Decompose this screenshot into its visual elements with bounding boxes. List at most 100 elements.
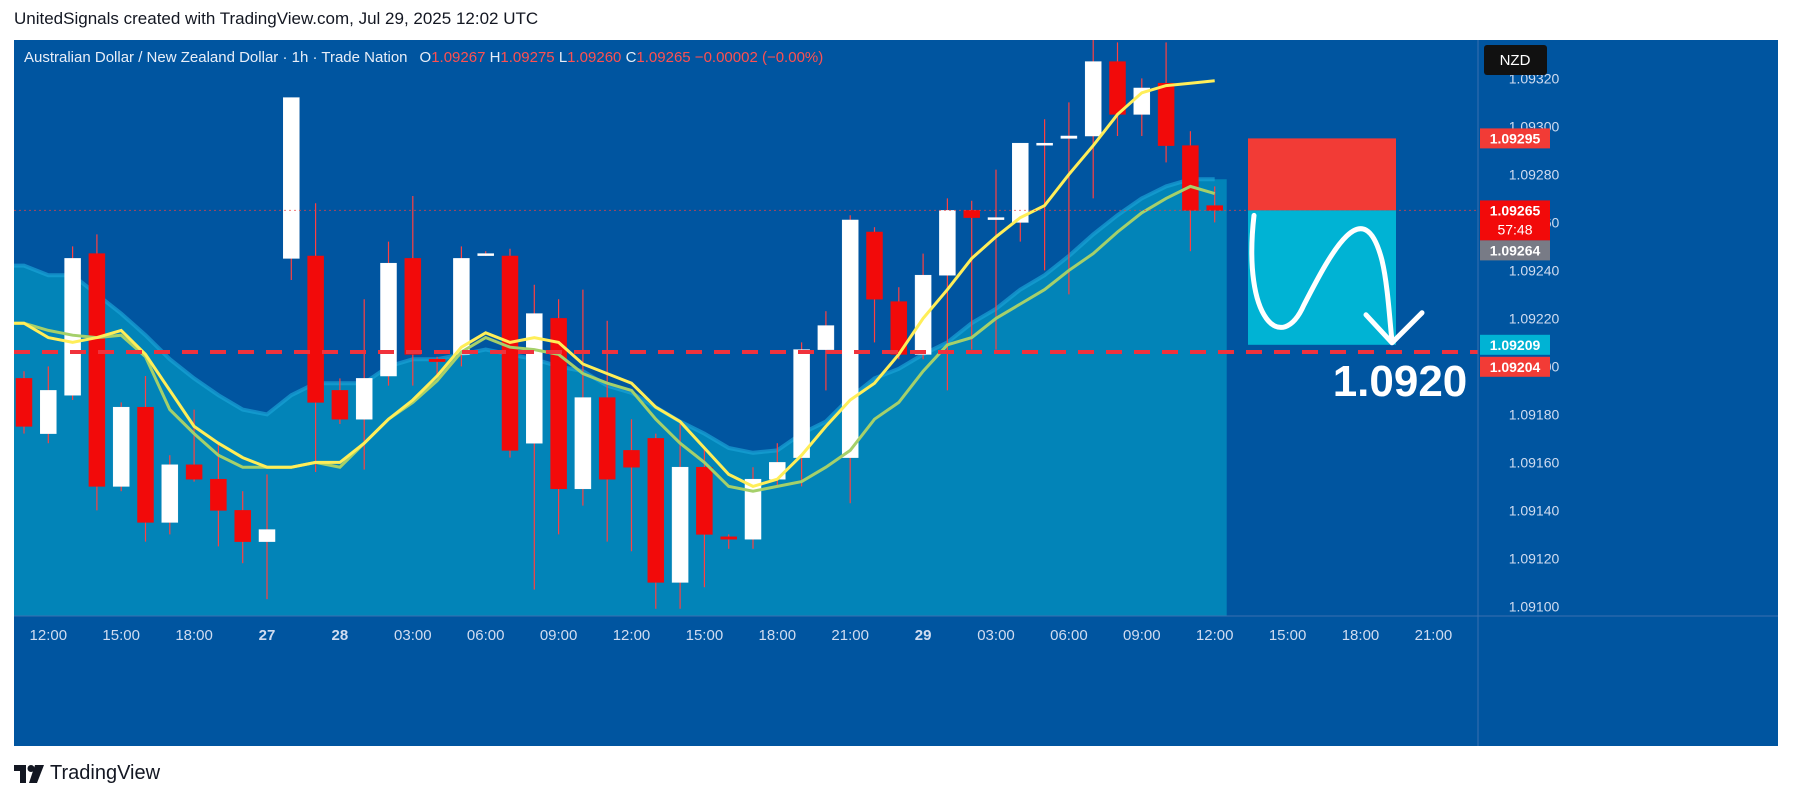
candle[interactable] (574, 289, 592, 506)
currency-button[interactable]: NZD (1484, 45, 1547, 75)
candle[interactable] (380, 241, 397, 386)
candle[interactable] (623, 419, 640, 552)
level-price-label-text: 1.09204 (1490, 359, 1541, 375)
ohlc-part: 1.09265 (636, 49, 690, 66)
target-price-label-bg (1480, 334, 1550, 355)
candle-body-down (647, 438, 665, 583)
candle[interactable] (331, 378, 349, 424)
chart-credit-header: UnitedSignals created with TradingView.c… (14, 9, 539, 28)
candle[interactable] (283, 97, 300, 280)
candle[interactable] (258, 474, 276, 600)
candle-body-up (793, 349, 810, 458)
candle[interactable] (793, 342, 810, 487)
footer-brand: TradingView (50, 762, 161, 784)
candle-body-down (234, 510, 251, 542)
level-price-label[interactable]: 1.09204 (1480, 356, 1550, 377)
candle[interactable] (1060, 102, 1078, 295)
candle-body-down (963, 210, 980, 218)
time-tick-label: 18:00 (175, 627, 213, 644)
candle[interactable] (88, 234, 106, 511)
candle-body-down (866, 231, 883, 300)
price-tick-label: 1.09220 (1509, 310, 1560, 326)
time-tick-label: 18:00 (759, 627, 797, 644)
candle-body-up (1012, 142, 1029, 223)
candle[interactable] (744, 467, 762, 549)
projection-path (1249, 212, 1395, 344)
ma-price-label-text: 1.09264 (1490, 242, 1541, 258)
candle-body-up (744, 478, 762, 540)
ohlc-part: 1.09275 (500, 49, 554, 66)
candle[interactable] (550, 299, 567, 535)
candle-body-up (841, 219, 859, 458)
candle-body-down (185, 464, 203, 480)
tradingview-logo-icon (14, 764, 44, 783)
time-tick-label: 18:00 (1342, 627, 1380, 644)
ohlc-part: O (420, 49, 432, 66)
slow-moving-average-line (14, 184, 1216, 493)
candle-body-up (914, 274, 932, 355)
current-price-label[interactable]: 1.09265 (1480, 200, 1550, 241)
candle[interactable] (1036, 119, 1053, 271)
currency-label: NZD (1500, 52, 1531, 69)
target-price-label[interactable]: 1.09209 (1480, 334, 1550, 355)
candle-body-down (137, 406, 154, 523)
time-tick-label: 21:00 (1415, 627, 1453, 644)
candle[interactable] (963, 200, 980, 350)
symbol-title: Australian Dollar / New Zealand Dollar ·… (24, 49, 408, 66)
candle[interactable] (161, 455, 179, 535)
candle[interactable] (939, 198, 956, 391)
tradingview-logo[interactable]: TradingView (14, 762, 160, 785)
time-tick-label: 03:00 (394, 627, 432, 644)
candle[interactable] (1084, 18, 1102, 199)
candle[interactable] (307, 203, 324, 472)
candle[interactable] (210, 443, 227, 547)
candle[interactable] (671, 424, 689, 609)
ma-price-label[interactable]: 1.09264 (1480, 240, 1550, 261)
candle-body-down (88, 253, 106, 487)
candle[interactable] (234, 491, 251, 564)
bar-countdown-label: 57:48 (1497, 221, 1532, 237)
candle[interactable] (890, 287, 908, 360)
candle-body-up (112, 406, 130, 487)
price-chart[interactable]: 1.0920 1.09100 1.09120 1.09140 1.09160 1.091… (14, 18, 1778, 746)
time-tick-label: 12:00 (613, 627, 651, 644)
candle[interactable] (526, 284, 543, 590)
candle-body-down (720, 536, 737, 540)
ma-price-label-bg (1480, 240, 1550, 261)
ohlc-part: C (621, 49, 636, 66)
current-price-label-bg (1480, 200, 1550, 241)
candle[interactable] (1012, 142, 1029, 242)
candle-body-down (1109, 61, 1126, 115)
price-tick-label: 1.09180 (1509, 406, 1560, 422)
candle[interactable] (696, 448, 713, 588)
candle[interactable] (428, 356, 446, 376)
candle-body-up (1084, 61, 1102, 137)
candle-body-up (939, 210, 956, 276)
candle[interactable] (112, 402, 130, 492)
candle[interactable] (477, 251, 494, 256)
candle[interactable] (137, 376, 154, 542)
candle-body-up (477, 253, 494, 256)
stop-loss-zone[interactable] (1248, 138, 1396, 211)
chart-frame[interactable]: 1.0920 1.09100 1.09120 1.09140 1.09160 1.091… (14, 18, 1778, 746)
stop-price-label[interactable]: 1.09295 (1480, 128, 1550, 149)
time-tick-label: 09:00 (1123, 627, 1161, 644)
candle[interactable] (185, 409, 203, 482)
cloud-area-fill (14, 179, 1227, 616)
candle[interactable] (647, 433, 665, 609)
candle-body-down (1182, 145, 1199, 211)
candle[interactable] (1157, 42, 1175, 163)
price-tick-label: 1.09160 (1509, 454, 1560, 470)
candle[interactable] (817, 311, 835, 391)
candle-body-down (598, 397, 616, 480)
candle[interactable] (914, 253, 932, 360)
candle[interactable] (64, 246, 81, 400)
candle-body-up (987, 217, 1005, 220)
candle[interactable] (720, 534, 737, 549)
candle[interactable] (15, 371, 33, 434)
candle-body-down (696, 466, 713, 535)
time-tick-label: 28 (332, 627, 349, 644)
candle[interactable] (598, 320, 616, 542)
candle[interactable] (40, 366, 57, 444)
candle[interactable] (866, 227, 883, 343)
